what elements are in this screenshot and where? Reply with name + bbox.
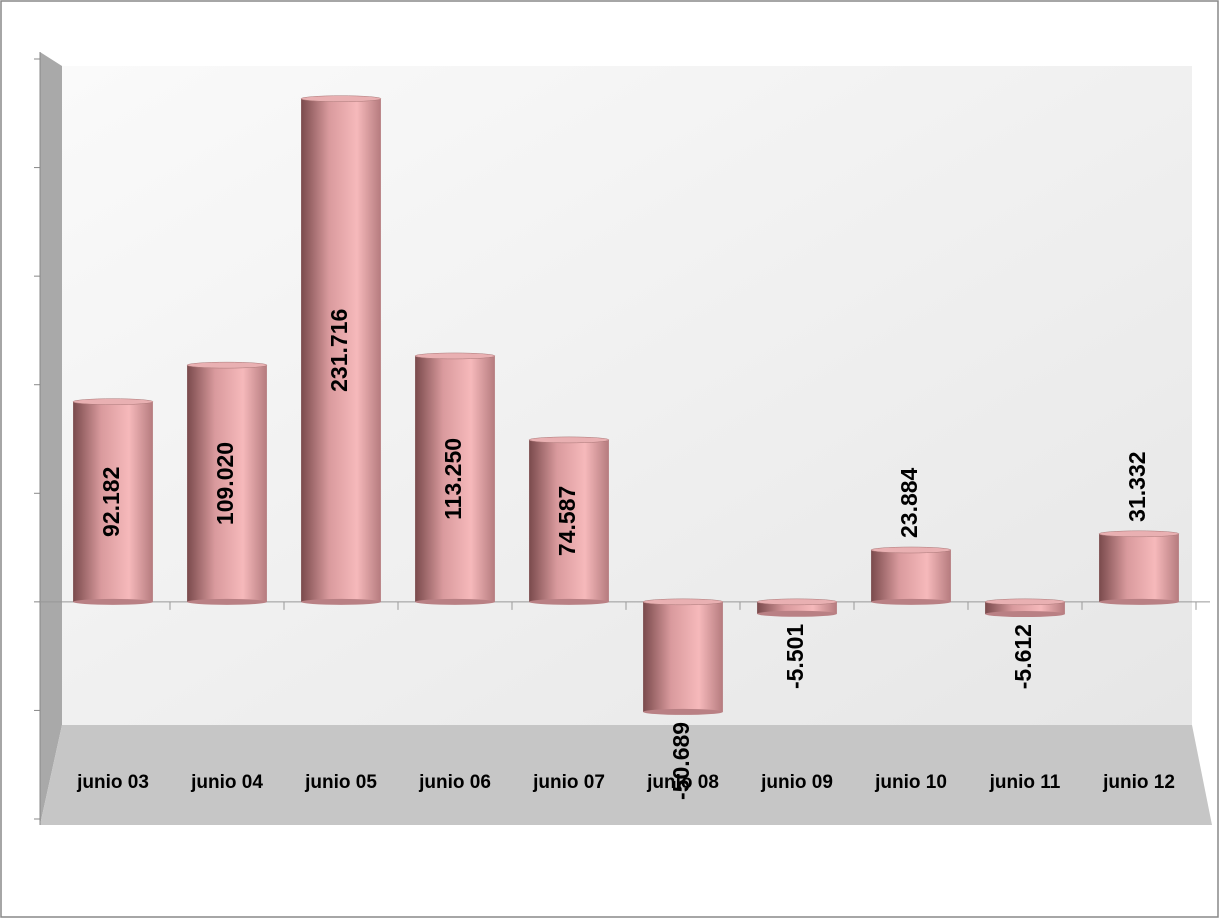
bar-cap	[414, 352, 496, 360]
value-label: -50.689	[668, 722, 694, 800]
bar-cap	[72, 398, 154, 405]
bar-base	[187, 598, 267, 605]
x-tick-label: junio 10	[874, 772, 947, 793]
side-wall	[40, 52, 62, 825]
floor	[40, 725, 1212, 825]
x-tick-label: junio 12	[1102, 772, 1175, 793]
bar	[529, 439, 609, 602]
value-label: 23.884	[896, 467, 922, 538]
bar	[985, 601, 1065, 615]
bar-base	[73, 598, 153, 605]
bar-base	[529, 598, 609, 605]
bar-cap	[756, 598, 838, 606]
bar-base	[643, 708, 723, 715]
bar	[301, 98, 381, 602]
bar-base	[415, 598, 495, 605]
x-tick-label: junio 05	[304, 772, 377, 793]
x-tick-label: junio 06	[418, 772, 491, 793]
x-tick-label: junio 04	[190, 772, 263, 793]
bar	[643, 601, 723, 712]
value-label: -5.612	[1010, 624, 1036, 689]
bar-cap	[528, 436, 610, 444]
bar	[415, 355, 495, 602]
bar-base	[757, 610, 837, 617]
bar	[1099, 533, 1179, 602]
value-label: 74.587	[554, 486, 580, 556]
x-tick-label: junio 03	[76, 772, 149, 793]
value-label: 231.716	[326, 309, 352, 392]
value-label: 92.182	[98, 467, 124, 537]
bar-cap	[186, 361, 268, 369]
bar	[73, 401, 153, 602]
value-label: 109.020	[212, 442, 238, 525]
bar-base	[985, 611, 1065, 618]
bar	[757, 601, 837, 614]
bar-cap	[870, 546, 952, 554]
bar-cap	[300, 95, 382, 102]
x-tick-label: junio 11	[989, 772, 1061, 793]
value-label: 113.250	[440, 438, 466, 520]
bar-cap	[984, 598, 1066, 606]
bar-base	[871, 598, 951, 605]
bar	[187, 365, 267, 602]
bar	[871, 549, 951, 602]
value-label: -5.501	[782, 624, 808, 689]
x-tick-label: junio 08	[646, 772, 719, 793]
bar-base	[1099, 598, 1179, 605]
x-tick-label: junio 09	[760, 772, 833, 793]
value-label: 31.332	[1124, 451, 1150, 521]
bar-cap	[1098, 530, 1180, 538]
bar-base	[301, 598, 381, 605]
bar-cap	[642, 598, 724, 606]
x-tick-label: junio 07	[532, 772, 605, 793]
